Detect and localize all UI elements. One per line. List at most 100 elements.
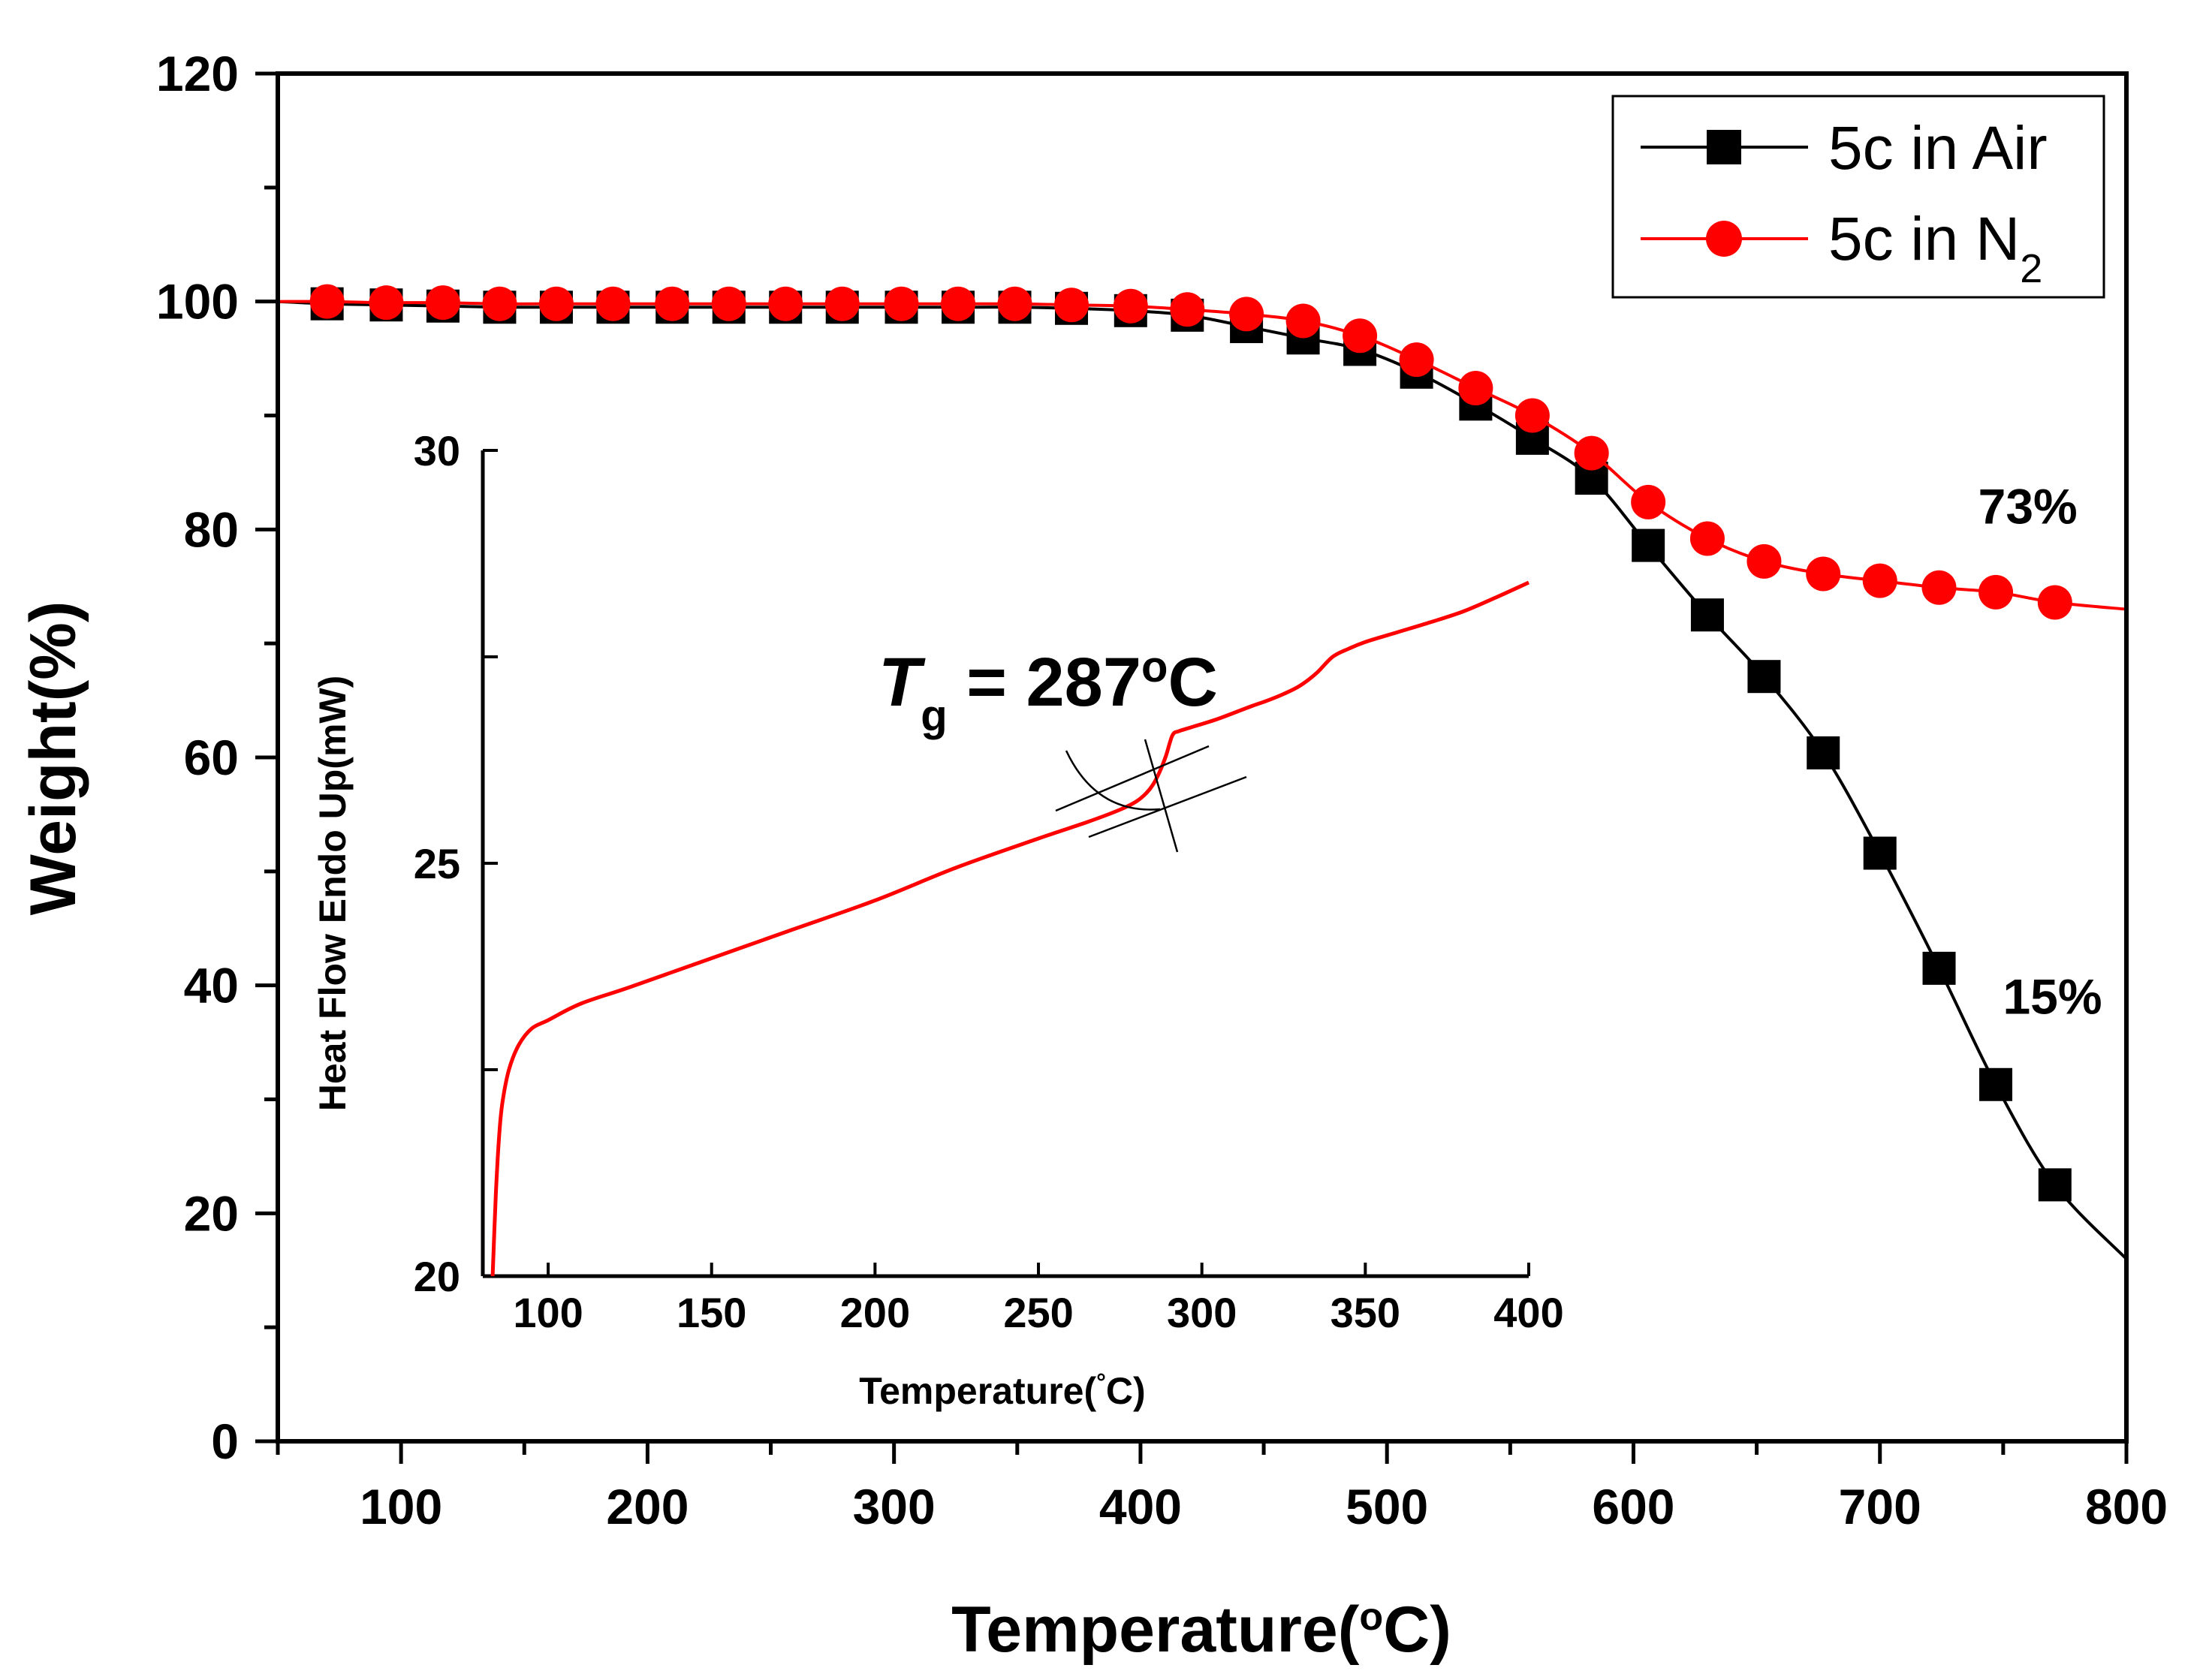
annotation-15-percent: 15% — [2003, 969, 2102, 1025]
legend: 5c in Air 5c in N2 — [1611, 95, 2105, 299]
marker-n2 — [538, 286, 574, 321]
tg-tangent-upper — [1055, 745, 1210, 812]
marker-n2 — [1574, 435, 1609, 471]
x-axis-label-degree: o — [1359, 1595, 1383, 1639]
y-tick-label: 120 — [156, 46, 239, 101]
x-tick-label: 100 — [360, 1479, 442, 1534]
inset-axis-ticks: 100 150 200 250 300 350 400 20 25 30 — [414, 427, 1564, 1336]
y-tick-label: 0 — [211, 1414, 239, 1469]
marker-n2 — [595, 286, 631, 321]
marker-n2 — [1458, 371, 1493, 406]
x-axis-label-main: Temperature( — [951, 1594, 1360, 1666]
marker-n2 — [941, 286, 976, 321]
series-line-n2 — [278, 300, 2126, 611]
marker-air — [1863, 836, 1897, 870]
tg-label-t: T — [878, 644, 926, 721]
legend-box — [1611, 95, 2105, 299]
inset-y-tick-label: 30 — [414, 427, 460, 474]
marker-n2 — [1689, 521, 1725, 556]
marker-n2 — [1343, 318, 1378, 354]
marker-n2 — [1921, 570, 1957, 605]
inset-x-axis-label-degree: ° — [1096, 1368, 1106, 1395]
marker-air — [1747, 660, 1781, 694]
x-tick-label: 700 — [1839, 1479, 1921, 1534]
inset-x-tick-label: 100 — [513, 1289, 583, 1336]
marker-air — [1632, 528, 1665, 562]
inset-x-axis-label: Temperature(°C) — [859, 1368, 1145, 1412]
x-tick-label: 800 — [2085, 1479, 2168, 1534]
marker-n2 — [2037, 585, 2072, 620]
marker-n2 — [309, 284, 345, 319]
marker-n2 — [1631, 484, 1666, 519]
inset-dsc-curve — [490, 580, 1530, 1277]
marker-air — [1922, 951, 1956, 985]
annotation-73-percent: 73% — [1978, 479, 2078, 534]
marker-n2 — [1170, 292, 1205, 327]
marker-n2 — [824, 286, 860, 321]
marker-n2 — [1862, 563, 1897, 598]
marker-n2 — [425, 285, 460, 321]
legend-n2-marker — [1706, 221, 1742, 257]
x-tick-label: 500 — [1346, 1479, 1428, 1534]
marker-air — [2038, 1168, 2072, 1202]
tg-label-sub: g — [921, 691, 947, 740]
legend-air-marker — [1707, 130, 1741, 164]
legend-air-label: 5c in Air — [1828, 114, 2048, 182]
main-axis-ticks: 100 200 300 400 500 600 700 800 0 20 40 60 80 100 120 — [156, 46, 2168, 1534]
inset-dsc-chart: 100 150 200 250 300 350 400 20 25 30 Tg = 287oC H… — [312, 427, 1564, 1412]
tg-label: Tg = 287oC — [878, 643, 1218, 740]
inset-x-tick-label: 250 — [1003, 1289, 1073, 1336]
marker-n2 — [1229, 297, 1264, 332]
marker-n2 — [1746, 543, 1782, 579]
marker-n2 — [1399, 342, 1434, 378]
marker-n2 — [1054, 288, 1089, 323]
marker-n2 — [1113, 288, 1148, 324]
y-axis-label: Weight(%) — [17, 601, 89, 916]
marker-air — [1690, 598, 1724, 632]
inset-y-tick-label: 25 — [414, 840, 460, 887]
marker-n2 — [884, 286, 919, 321]
x-tick-label: 600 — [1592, 1479, 1674, 1534]
series-line-air — [278, 300, 2126, 1260]
marker-air — [1807, 736, 1840, 769]
marker-n2 — [482, 286, 517, 321]
inset-x-tick-label: 350 — [1331, 1289, 1400, 1336]
marker-n2 — [711, 286, 746, 321]
inset-x-axis-label-main: Temperature( — [859, 1370, 1096, 1412]
legend-n2-label-main: 5c in N — [1828, 205, 2020, 273]
y-tick-label: 20 — [184, 1185, 239, 1241]
y-tick-label: 80 — [184, 501, 239, 557]
x-axis-label-unit: C — [1383, 1594, 1430, 1666]
tg-tangent-lower — [1088, 775, 1247, 838]
marker-n2 — [1285, 303, 1321, 339]
tg-label-value: = 287 — [948, 644, 1141, 721]
inset-y-tick-label: 20 — [414, 1253, 460, 1300]
inset-x-tick-label: 300 — [1167, 1289, 1237, 1336]
marker-n2 — [1514, 398, 1550, 433]
marker-n2 — [1978, 574, 2014, 610]
x-tick-label: 300 — [853, 1479, 936, 1534]
inset-x-tick-label: 150 — [677, 1289, 746, 1336]
marker-air — [1979, 1067, 2013, 1101]
tg-construction-lines — [1055, 739, 1247, 853]
legend-n2-label: 5c in N2 — [1828, 205, 2042, 291]
marker-n2 — [655, 286, 690, 321]
inset-series-layer — [490, 580, 1530, 1277]
marker-n2 — [768, 286, 803, 321]
main-tga-chart: 100 200 300 400 500 600 700 800020406080100120 … — [17, 46, 2168, 1666]
tg-bisector — [1144, 739, 1179, 853]
legend-n2-label-sub: 2 — [2020, 246, 2042, 291]
y-tick-label: 40 — [184, 958, 239, 1013]
x-axis-label-close: ) — [1430, 1594, 1451, 1666]
main-series-layer — [278, 284, 2126, 1260]
x-axis-label: Temperature(oC) — [951, 1594, 1451, 1666]
marker-n2 — [997, 286, 1032, 321]
tg-arc — [1065, 750, 1161, 811]
inset-y-axis-label: Heat Flow Endo Up(mW) — [312, 676, 354, 1112]
inset-x-tick-label: 200 — [840, 1289, 910, 1336]
marker-n2 — [369, 285, 404, 321]
y-tick-label: 100 — [156, 274, 239, 330]
tg-label-unit: C — [1168, 644, 1217, 721]
y-tick-label: 60 — [184, 730, 239, 785]
